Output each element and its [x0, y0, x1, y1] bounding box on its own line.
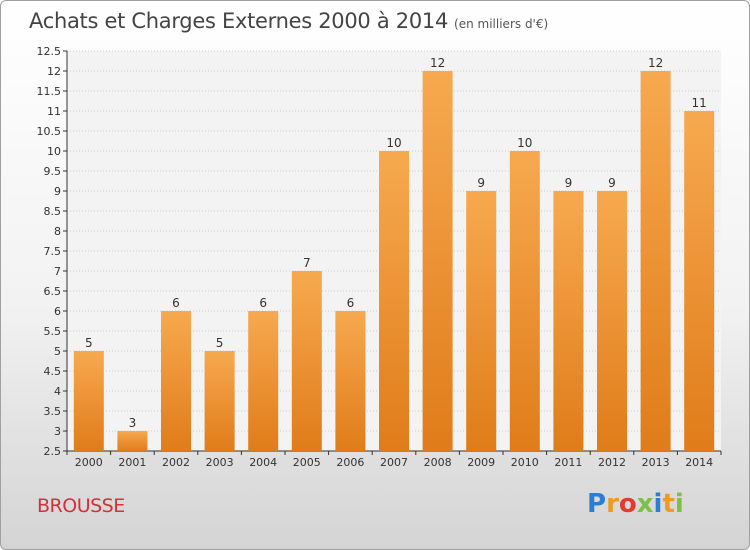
y-tick-label: 11.5 [37, 85, 62, 98]
x-tick-label: 2010 [511, 456, 539, 469]
bar [597, 191, 627, 451]
data-label: 6 [172, 296, 180, 310]
y-tick-label: 12.5 [37, 45, 62, 58]
commune-name: BROUSSE [37, 495, 125, 517]
x-tick-label: 2011 [554, 456, 582, 469]
data-label: 9 [565, 176, 573, 190]
logo-letter: t [662, 489, 675, 519]
data-label: 6 [347, 296, 355, 310]
data-label: 9 [477, 176, 485, 190]
data-label: 11 [692, 96, 707, 110]
y-tick-label: 4.5 [44, 365, 62, 378]
chart-title: Achats et Charges Externes 2000 à 2014 [29, 9, 449, 33]
data-label: 3 [129, 416, 137, 430]
y-tick-label: 5.5 [44, 325, 62, 338]
y-tick-label: 10.5 [37, 125, 62, 138]
x-tick-label: 2007 [380, 456, 408, 469]
logo-letter: i [674, 489, 684, 519]
data-label: 5 [216, 336, 224, 350]
y-tick-label: 5 [54, 345, 61, 358]
x-tick-label: 2004 [249, 456, 277, 469]
logo-letter: i [653, 489, 663, 519]
bar [553, 191, 584, 451]
y-tick-label: 9 [54, 185, 61, 198]
x-tick-label: 2005 [293, 456, 321, 469]
proxiti-logo[interactable]: Proxiti [587, 489, 684, 519]
bar [291, 271, 322, 451]
y-tick-label: 12 [47, 65, 61, 78]
x-tick-label: 2003 [206, 456, 234, 469]
y-tick-label: 6 [54, 305, 61, 318]
bar [161, 311, 191, 451]
bar [204, 351, 235, 451]
data-label: 5 [85, 336, 93, 350]
x-tick-label: 2006 [336, 456, 364, 469]
y-tick-label: 8 [54, 225, 61, 238]
data-label: 9 [608, 176, 616, 190]
x-tick-label: 2009 [467, 456, 495, 469]
y-tick-label: 3 [54, 425, 61, 438]
y-tick-label: 10 [47, 145, 61, 158]
x-tick-label: 2008 [424, 456, 452, 469]
y-tick-label: 7 [54, 265, 61, 278]
bar [379, 151, 409, 451]
y-tick-label: 6.5 [44, 285, 62, 298]
bar [73, 351, 104, 451]
unit-label: (en milliers d'€) [454, 17, 549, 31]
logo-letter: r [606, 489, 619, 519]
y-tick-label: 7.5 [44, 245, 62, 258]
y-tick-label: 3.5 [44, 405, 62, 418]
bar [640, 71, 671, 451]
x-tick-label: 2001 [118, 456, 146, 469]
data-label: 7 [303, 256, 311, 270]
bar [466, 191, 497, 451]
x-tick-label: 2014 [685, 456, 713, 469]
x-tick-label: 2013 [642, 456, 670, 469]
data-label: 10 [386, 136, 401, 150]
y-tick-label: 4 [54, 385, 61, 398]
logo-letter: P [587, 489, 607, 519]
bar [335, 311, 366, 451]
data-label: 12 [648, 56, 663, 70]
y-tick-label: 2.5 [44, 445, 62, 458]
x-tick-label: 2012 [598, 456, 626, 469]
data-label: 6 [259, 296, 267, 310]
chart-title-block: Achats et Charges Externes 2000 à 2014 (e… [29, 9, 548, 33]
bar [117, 431, 148, 451]
bar [684, 111, 715, 451]
y-tick-label: 9.5 [44, 165, 62, 178]
bar [248, 311, 279, 451]
data-label: 10 [517, 136, 532, 150]
x-tick-label: 2000 [75, 456, 103, 469]
data-label: 12 [430, 56, 445, 70]
x-tick-label: 2002 [162, 456, 190, 469]
bar [422, 71, 453, 451]
logo-letter: o [618, 489, 637, 519]
y-tick-label: 11 [47, 105, 61, 118]
y-tick-label: 8.5 [44, 205, 62, 218]
logo-letter: x [636, 489, 654, 519]
bar [509, 151, 540, 451]
